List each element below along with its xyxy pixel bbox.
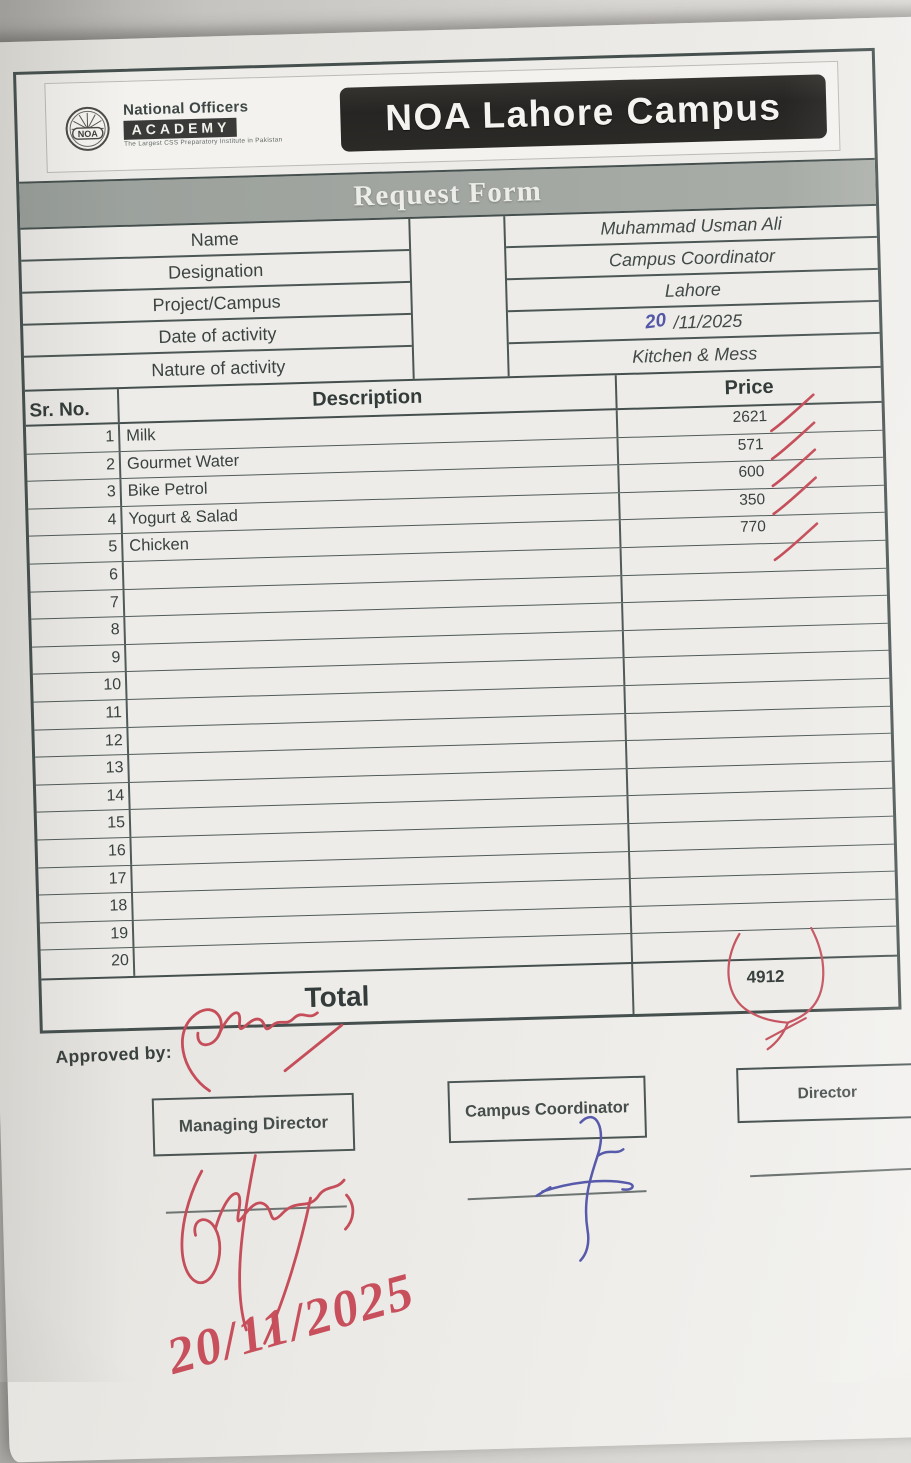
approved-by-label: Approved by: (55, 1042, 172, 1068)
row-number: 6 (30, 562, 125, 591)
row-number: 13 (35, 755, 130, 784)
stamp-box-managing-director: Managing Director (152, 1093, 356, 1157)
items-body: 1 Milk 2621 2 Gourmet Water 571 3 Bike P… (26, 403, 897, 979)
row-number: 18 (39, 893, 134, 922)
row-number: 17 (38, 865, 133, 894)
row-number: 7 (31, 590, 126, 619)
row-number: 14 (36, 783, 131, 812)
svg-text:NOA: NOA (78, 129, 99, 140)
row-number: 9 (32, 645, 127, 674)
row-number: 15 (37, 810, 132, 839)
row-number: 19 (40, 921, 135, 950)
col-header-price: Price (615, 368, 882, 408)
form-frame: NOA National Officers ACADEMY The Larges… (13, 48, 902, 1034)
noa-emblem-icon: NOA (60, 99, 115, 154)
col-header-sr: Sr. No. (25, 389, 120, 425)
stamp-box-campus-coordinator: Campus Coordinator (447, 1076, 647, 1144)
row-number: 16 (37, 838, 132, 867)
org-name: National Officers (123, 99, 282, 119)
row-number: 4 (28, 507, 123, 536)
signature-line-director (750, 1168, 911, 1177)
noa-logo: NOA National Officers ACADEMY The Larges… (60, 93, 325, 154)
row-number: 12 (34, 728, 129, 757)
signature-line-managing-director (166, 1205, 347, 1213)
row-number: 1 (26, 424, 121, 453)
info-grid: Name Muhammad Usman Ali Designation Camp… (20, 204, 880, 390)
photo-of-request-form: { "colors": { "red_pen": "#c54e5a", "blu… (0, 0, 911, 1382)
total-value: 4912 (631, 956, 898, 1013)
row-number: 2 (27, 452, 122, 481)
form-sheet: NOA National Officers ACADEMY The Larges… (13, 42, 911, 1416)
row-number: 10 (33, 672, 128, 701)
letterhead: NOA National Officers ACADEMY The Larges… (44, 61, 840, 173)
row-number: 11 (34, 700, 129, 729)
row-number: 8 (31, 617, 126, 646)
row-number: 3 (27, 479, 122, 508)
info-gap-column (408, 216, 509, 379)
paper-sheet: NOA National Officers ACADEMY The Larges… (0, 16, 911, 1463)
handwritten-date: 20/11/2025 (161, 1262, 422, 1387)
campus-banner: NOA Lahore Campus (340, 74, 828, 152)
row-number: 20 (41, 948, 136, 978)
academy-label: ACADEMY (123, 118, 236, 140)
signature-line-campus-coordinator (468, 1190, 647, 1200)
handwritten-day: 20 (644, 310, 668, 335)
logo-text: National Officers ACADEMY The Largest CS… (123, 99, 283, 149)
stamp-box-director: Director (736, 1063, 911, 1123)
row-number: 5 (29, 534, 124, 563)
